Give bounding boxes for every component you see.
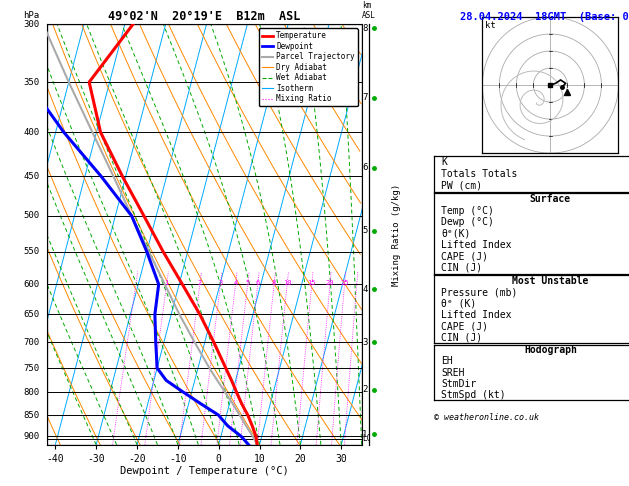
Text: 5: 5 <box>362 226 368 235</box>
Text: 600: 600 <box>23 280 39 289</box>
Text: 850: 850 <box>23 411 39 419</box>
Legend: Temperature, Dewpoint, Parcel Trajectory, Dry Adiabat, Wet Adiabat, Isotherm, Mi: Temperature, Dewpoint, Parcel Trajectory… <box>259 28 358 106</box>
Text: kt: kt <box>485 21 496 30</box>
Text: 700: 700 <box>23 338 39 347</box>
Text: CAPE (J): CAPE (J) <box>441 321 488 331</box>
Text: StmDir: StmDir <box>441 379 476 389</box>
Text: 25: 25 <box>340 279 348 286</box>
Text: 8: 8 <box>272 279 276 286</box>
Text: 900: 900 <box>23 432 39 441</box>
Text: 400: 400 <box>23 128 39 137</box>
Text: 350: 350 <box>23 78 39 87</box>
Text: 4: 4 <box>233 279 238 286</box>
Text: CIN (J): CIN (J) <box>441 263 482 273</box>
Text: θᵉ(K): θᵉ(K) <box>441 228 470 239</box>
Text: Totals Totals: Totals Totals <box>441 169 518 179</box>
Text: 6: 6 <box>255 279 260 286</box>
Text: Lifted Index: Lifted Index <box>441 240 511 250</box>
Text: θᵉ (K): θᵉ (K) <box>441 298 476 309</box>
Text: 3: 3 <box>362 338 368 347</box>
Text: Lifted Index: Lifted Index <box>441 310 511 320</box>
Text: Hodograph: Hodograph <box>524 345 577 355</box>
Text: 650: 650 <box>23 310 39 319</box>
Text: PW (cm): PW (cm) <box>441 181 482 191</box>
Text: 2: 2 <box>198 279 202 286</box>
Text: 750: 750 <box>23 364 39 373</box>
Title: 49°02'N  20°19'E  B12m  ASL: 49°02'N 20°19'E B12m ASL <box>108 10 301 23</box>
Text: K: K <box>441 156 447 167</box>
X-axis label: Dewpoint / Temperature (°C): Dewpoint / Temperature (°C) <box>120 467 289 476</box>
Text: 450: 450 <box>23 172 39 181</box>
Text: 8: 8 <box>362 23 368 33</box>
Text: 4: 4 <box>362 285 368 294</box>
Text: EH: EH <box>441 356 453 366</box>
Text: 800: 800 <box>23 388 39 397</box>
Text: 1: 1 <box>362 430 368 439</box>
Text: Temp (°C): Temp (°C) <box>441 206 494 216</box>
Text: 5: 5 <box>245 279 250 286</box>
Text: Surface: Surface <box>530 194 571 204</box>
Text: 550: 550 <box>23 247 39 256</box>
Text: 15: 15 <box>308 279 316 286</box>
Text: Pressure (mb): Pressure (mb) <box>441 287 518 297</box>
Text: 7: 7 <box>362 93 368 103</box>
Text: CAPE (J): CAPE (J) <box>441 251 488 261</box>
Text: 2: 2 <box>362 385 368 395</box>
Text: Most Unstable: Most Unstable <box>512 276 589 286</box>
Text: Dewp (°C): Dewp (°C) <box>441 217 494 227</box>
Text: 28.04.2024  18GMT  (Base: 00): 28.04.2024 18GMT (Base: 00) <box>460 12 629 22</box>
Text: © weatheronline.co.uk: © weatheronline.co.uk <box>434 413 539 422</box>
Text: 20: 20 <box>326 279 334 286</box>
Text: 300: 300 <box>23 20 39 29</box>
Text: CIN (J): CIN (J) <box>441 332 482 343</box>
Text: 10: 10 <box>283 279 291 286</box>
Text: km
ASL: km ASL <box>362 1 376 20</box>
Text: LCL: LCL <box>362 434 376 443</box>
Text: 3: 3 <box>218 279 223 286</box>
Text: hPa: hPa <box>23 11 39 20</box>
Text: StmSpd (kt): StmSpd (kt) <box>441 390 506 400</box>
Text: SREH: SREH <box>441 367 464 378</box>
Text: Mixing Ratio (g/kg): Mixing Ratio (g/kg) <box>392 183 401 286</box>
Text: 500: 500 <box>23 211 39 221</box>
Text: 6: 6 <box>362 163 368 173</box>
Text: 1: 1 <box>164 279 169 286</box>
